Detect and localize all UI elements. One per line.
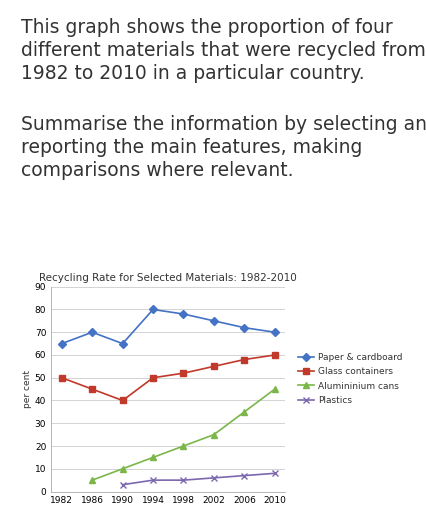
Text: different materials that were recycled from: different materials that were recycled f…: [21, 41, 426, 60]
Text: Summarise the information by selecting and: Summarise the information by selecting a…: [21, 115, 426, 134]
Y-axis label: per cent: per cent: [23, 370, 32, 408]
Legend: Paper & cardboard, Glass containers, Alumininium cans, Plastics: Paper & cardboard, Glass containers, Alu…: [295, 349, 406, 409]
Title: Recycling Rate for Selected Materials: 1982-2010: Recycling Rate for Selected Materials: 1…: [39, 273, 297, 283]
Text: This graph shows the proportion of four: This graph shows the proportion of four: [21, 18, 393, 37]
Text: comparisons where relevant.: comparisons where relevant.: [21, 161, 294, 180]
Text: reporting the main features, making: reporting the main features, making: [21, 138, 363, 157]
Text: 1982 to 2010 in a particular country.: 1982 to 2010 in a particular country.: [21, 64, 365, 83]
